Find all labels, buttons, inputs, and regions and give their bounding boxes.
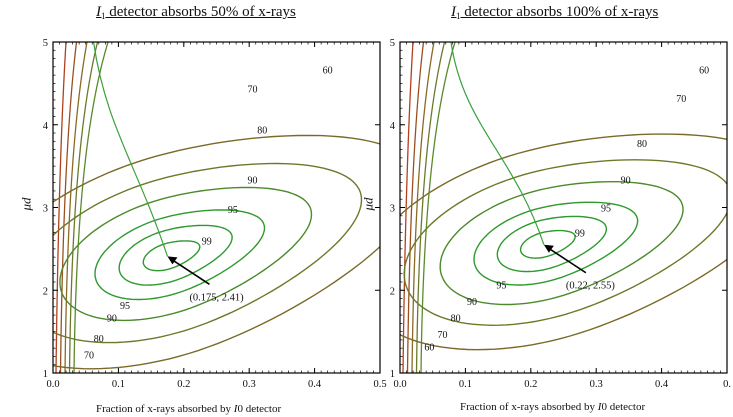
contour-label: 80: [637, 139, 647, 150]
panel-2-title-symbol: I: [451, 4, 456, 20]
edge-contour-line: [55, 42, 67, 373]
y-tick-label: 4: [390, 121, 396, 132]
edge-contour-line: [415, 42, 446, 373]
optimum-arrowhead: [543, 244, 554, 253]
contour-label: 99: [575, 228, 585, 239]
x-tick-label: 0.2: [524, 379, 537, 390]
y-tick-label: 1: [390, 369, 395, 380]
edge-contour-line: [411, 42, 435, 373]
contour-line-70: [53, 162, 363, 344]
contour-line-90: [94, 209, 266, 301]
contour-label: 95: [601, 203, 611, 214]
ridge-line: [450, 42, 545, 245]
panel-2-title: I1 detector absorbs 100% of x-rays: [451, 4, 658, 21]
edge-contour-line: [68, 42, 99, 373]
y-tick-label: 4: [43, 121, 49, 132]
x-tick-label: 0.0: [46, 379, 59, 390]
x-tick-label: 0.3: [590, 379, 603, 390]
y-tick-label: 5: [390, 38, 395, 49]
contour-label: 80: [451, 314, 461, 325]
contour-line-80: [439, 181, 684, 306]
edge-contour-line: [64, 42, 88, 373]
panel-1-x-axis-label: Fraction of x-rays absorbed by I0 detect…: [96, 403, 281, 415]
x-tick-label: 0.4: [655, 379, 669, 390]
panel-1-x-axis-label-subscript: 0: [237, 403, 243, 415]
panel-1-x-axis-label-symbol: I: [233, 403, 238, 415]
contour-label: 60: [424, 342, 434, 353]
optimum-arrow: [171, 258, 210, 285]
optimum-arrow: [547, 247, 587, 274]
y-tick-label: 1: [43, 369, 48, 380]
panel-2-title-subscript: 1: [456, 11, 461, 21]
contour-line-95: [496, 215, 608, 273]
y-tick-label: 2: [43, 286, 48, 297]
panel-2-x-axis-label-suffix: detector: [606, 401, 646, 413]
x-tick-label: 0.1: [459, 379, 472, 390]
contour-label: 80: [94, 334, 104, 345]
x-tick-label: 0.: [723, 379, 731, 390]
panel-2-x-axis-label-prefix: Fraction of x-rays absorbed by: [460, 401, 598, 413]
panel-2-x-axis-label-symbol: I: [597, 401, 602, 413]
contour-label: 90: [621, 175, 631, 186]
panel-1-x-axis-label-suffix: detector: [242, 403, 282, 415]
edge-contour-line: [73, 42, 109, 373]
contour-line-95: [118, 224, 233, 286]
y-tick-label: 5: [43, 38, 48, 49]
panel-1-title: I1 detector absorbs 50% of x-rays: [96, 4, 296, 21]
contour-line-70: [403, 159, 727, 327]
contour-label: 90: [247, 175, 257, 186]
panel-1-title-subscript: 1: [101, 11, 106, 21]
contour-label: 99: [202, 237, 212, 248]
contour-label: 95: [120, 301, 130, 312]
contour-label: 60: [323, 65, 333, 76]
contour-label: 70: [84, 351, 94, 362]
edge-contour-line: [406, 42, 425, 373]
optimum-label: (0.175, 2.41): [189, 292, 244, 303]
panel-2-x-axis-label-subscript: 0: [601, 401, 607, 413]
edge-contour-line: [420, 42, 456, 373]
edge-contour-line: [59, 42, 78, 373]
optimum-arrowhead: [167, 256, 178, 265]
panel-1-title-text: detector absorbs 50% of x-rays: [105, 4, 296, 20]
contour-line-60: [400, 133, 727, 351]
edge-contour-line: [402, 42, 414, 373]
contour-label: 95: [228, 205, 238, 216]
panel-1-title-symbol: I: [96, 4, 101, 20]
y-tick-label: 2: [390, 286, 395, 297]
contour-line-80: [59, 186, 313, 322]
optimum-label: (0.22, 2.55): [566, 281, 615, 292]
x-tick-label: 0.0: [393, 379, 406, 390]
x-tick-label: 0.3: [243, 379, 256, 390]
ridge-line: [92, 42, 169, 257]
panel-1-x-axis-label-prefix: Fraction of x-rays absorbed by: [96, 403, 234, 415]
contour-label: 90: [467, 297, 477, 308]
contour-label: 70: [676, 94, 686, 105]
contour-line-60: [53, 134, 380, 370]
contour-line-90: [473, 201, 639, 286]
contour-label: 60: [699, 65, 709, 76]
panel-2-x-axis-label: Fraction of x-rays absorbed by I0 detect…: [460, 401, 645, 413]
x-tick-label: 0.2: [177, 379, 190, 390]
y-tick-label: 3: [390, 204, 395, 215]
contour-label: 90: [107, 314, 117, 325]
contour-label: 70: [438, 330, 448, 341]
contour-label: 80: [257, 126, 267, 137]
x-tick-label: 0.4: [308, 379, 322, 390]
contour-label: 95: [496, 280, 506, 291]
y-tick-label: 3: [43, 204, 48, 215]
panel-2-title-text: detector absorbs 100% of x-rays: [460, 4, 659, 20]
contour-line-99: [142, 240, 201, 272]
x-tick-label: 0.5: [373, 379, 386, 390]
plot-frame: [399, 41, 728, 374]
contour-label: 70: [247, 84, 257, 95]
x-tick-label: 0.1: [112, 379, 125, 390]
contour-line-99: [519, 229, 576, 259]
